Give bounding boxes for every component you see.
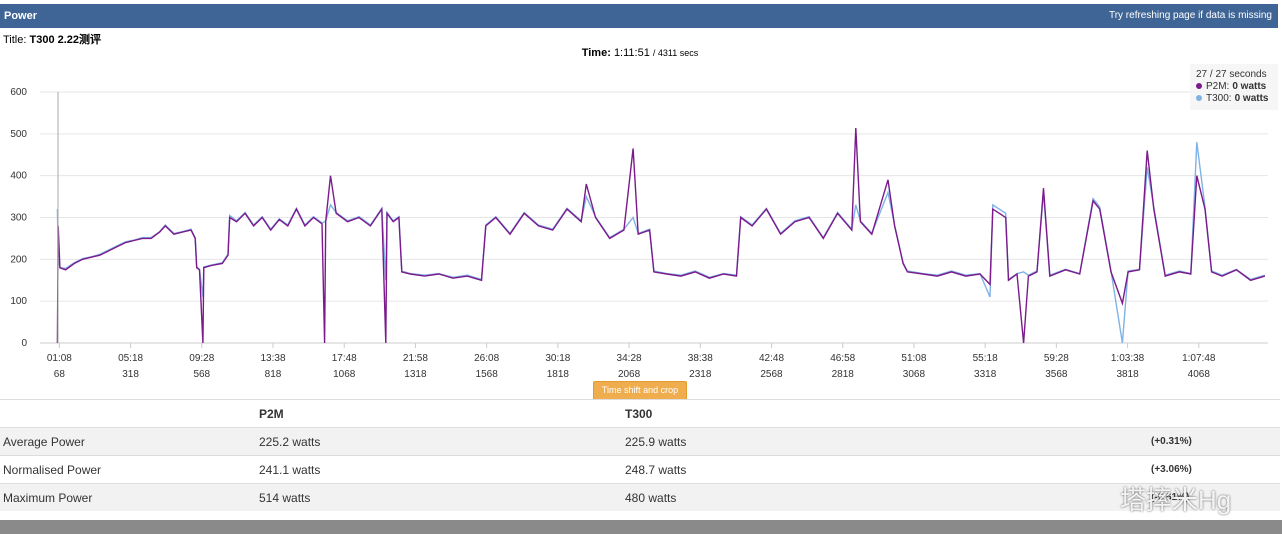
summary-table: P2M T300 Average Power 225.2 watts 225.9 wa… (0, 399, 1280, 511)
legend-label: T300: (1206, 93, 1232, 104)
y-tick-label: 0 (21, 338, 27, 349)
x-tick-time: 51:08 (901, 353, 926, 364)
legend-box (1190, 64, 1278, 110)
x-tick-label: 4068 (1188, 369, 1211, 380)
legend-entry: T300: 0 watts (1206, 93, 1269, 104)
x-tick-time: 55:18 (973, 353, 998, 364)
chart: 0 100 200 300 400 500 600 01:08 68 05:18 318 09:28 5… (10, 64, 1278, 380)
table-cell: (+3.06%) (1148, 455, 1280, 484)
header-cell (0, 399, 256, 428)
x-tick-label: 1318 (404, 369, 427, 380)
x-tick-time: 1:07:48 (1182, 353, 1216, 364)
x-tick-time: 46:58 (830, 353, 855, 364)
table-cell: Average Power (0, 427, 256, 456)
legend-value: 0 watts (1232, 81, 1266, 92)
x-tick-time: 21:58 (403, 353, 428, 364)
x-tick-label: 2068 (618, 369, 641, 380)
table-cell: (-6.61%) (1148, 483, 1280, 511)
y-tick-label: 100 (10, 296, 27, 307)
header-cell: T300 (622, 399, 1148, 428)
time-label: Time: (581, 47, 611, 59)
page: Power Try refreshing page if data is mis… (0, 0, 1282, 520)
table-cell: 241.1 watts (256, 455, 622, 484)
table-cell: 225.2 watts (256, 427, 622, 456)
title-line: Title: T300 2.22测评 (3, 31, 101, 47)
table-cell: 248.7 watts (622, 455, 1148, 484)
y-tick-label: 400 (10, 171, 27, 182)
x-tick-time: 34:28 (617, 353, 642, 364)
table-cell: 480 watts (622, 483, 1148, 511)
x-tick-label: 68 (54, 369, 66, 380)
time-value: 1:11:51 (613, 47, 650, 59)
panel-header: Power Try refreshing page if data is mis… (0, 4, 1278, 28)
x-tick-label: 3818 (1116, 369, 1139, 380)
table-header: P2M T300 (0, 399, 1280, 428)
x-tick-time: 26:08 (474, 353, 499, 364)
title: T300 2.22测评 (29, 34, 102, 46)
x-tick-time: 05:18 (118, 353, 143, 364)
x-tick-time: 09:28 (189, 353, 214, 364)
legend-label: P2M: (1206, 81, 1229, 92)
header-cell (1148, 399, 1280, 428)
y-tick-label: 500 (10, 129, 27, 140)
table-row: Maximum Power 514 watts 480 watts (-6.61%) (0, 483, 1280, 511)
y-tick-label: 200 (10, 254, 27, 265)
y-tick-label: 600 (10, 87, 27, 98)
table-cell: 514 watts (256, 483, 622, 511)
table-row: Average Power 225.2 watts 225.9 watts (+0.3… (0, 427, 1280, 456)
time-total: / 4311 secs (652, 48, 699, 58)
legend-marker (1196, 95, 1202, 101)
x-tick-time: 1:03:38 (1111, 353, 1145, 364)
panel-note: Try refreshing page if data is missing (1108, 10, 1272, 21)
x-tick-time: 42:48 (759, 353, 784, 364)
x-tick-label: 1068 (333, 369, 356, 380)
x-tick-label: 1568 (476, 369, 499, 380)
x-tick-label: 3318 (974, 369, 997, 380)
x-tick-time: 17:48 (332, 353, 357, 364)
x-tick-label: 318 (122, 369, 139, 380)
x-tick-label: 2568 (760, 369, 783, 380)
table-cell: 225.9 watts (622, 427, 1148, 456)
x-tick-label: 2318 (689, 369, 712, 380)
x-tick-label: 3568 (1045, 369, 1068, 380)
x-tick-time: 30:18 (545, 353, 570, 364)
series-line (56, 127, 1266, 344)
x-tick-label: 818 (265, 369, 282, 380)
x-tick-label: 3068 (903, 369, 926, 380)
table-cell: Maximum Power (0, 483, 256, 511)
x-tick-time: 01:08 (47, 353, 72, 364)
legend-entry: P2M: 0 watts (1206, 81, 1267, 92)
table-cell: Normalised Power (0, 455, 256, 484)
x-tick-time: 38:38 (688, 353, 713, 364)
time-shift-button[interactable]: Time shift and crop (593, 381, 687, 400)
table-row: Normalised Power 241.1 watts 248.7 watts (+… (0, 455, 1280, 484)
x-tick-label: 568 (193, 369, 210, 380)
series-line (56, 142, 1266, 344)
time-line: Time: 1:11:51 / 4311 secs (0, 47, 1280, 59)
legend-header: 27 / 27 seconds (1196, 69, 1267, 80)
x-tick-label: 1818 (547, 369, 570, 380)
title-label: Title: (3, 34, 27, 46)
x-tick-time: 59:28 (1044, 353, 1069, 364)
x-tick-time: 13:38 (260, 353, 285, 364)
y-tick-label: 300 (10, 213, 27, 224)
watermark: 塔摔米Hg (1120, 485, 1232, 515)
table-cell: (+0.31%) (1148, 427, 1280, 456)
panel-title: Power (4, 10, 38, 22)
legend-marker (1196, 83, 1202, 89)
x-tick-label: 2818 (832, 369, 855, 380)
header-cell: P2M (256, 399, 622, 428)
legend-value: 0 watts (1235, 93, 1269, 104)
